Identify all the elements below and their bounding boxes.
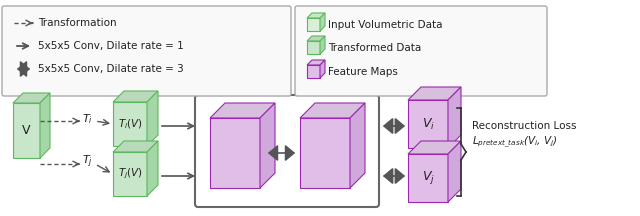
Text: Input Volumetric Data: Input Volumetric Data bbox=[328, 20, 442, 30]
Polygon shape bbox=[113, 91, 158, 102]
FancyBboxPatch shape bbox=[295, 6, 547, 96]
Text: Transformation: Transformation bbox=[38, 18, 116, 28]
Polygon shape bbox=[320, 36, 325, 54]
Polygon shape bbox=[448, 87, 461, 148]
Text: 5x5x5 Conv, Dilate rate = 1: 5x5x5 Conv, Dilate rate = 1 bbox=[38, 41, 184, 51]
Text: Transformed Data: Transformed Data bbox=[328, 43, 421, 53]
FancyArrowPatch shape bbox=[384, 169, 404, 183]
Text: $T_i(V)$: $T_i(V)$ bbox=[118, 117, 143, 131]
Polygon shape bbox=[13, 103, 40, 158]
Text: $T_j(V)$: $T_j(V)$ bbox=[118, 167, 143, 181]
Text: $V_i$: $V_i$ bbox=[422, 116, 435, 132]
Polygon shape bbox=[300, 103, 365, 118]
FancyBboxPatch shape bbox=[2, 6, 291, 96]
Polygon shape bbox=[307, 41, 320, 54]
Polygon shape bbox=[300, 118, 350, 188]
Polygon shape bbox=[408, 154, 448, 202]
Polygon shape bbox=[40, 93, 50, 158]
Polygon shape bbox=[113, 152, 147, 196]
Polygon shape bbox=[147, 91, 158, 146]
Polygon shape bbox=[307, 13, 325, 18]
Polygon shape bbox=[448, 141, 461, 202]
Polygon shape bbox=[13, 93, 50, 103]
Polygon shape bbox=[320, 13, 325, 31]
Polygon shape bbox=[307, 18, 320, 31]
Polygon shape bbox=[113, 141, 158, 152]
Text: 5x5x5 Conv, Dilate rate = 3: 5x5x5 Conv, Dilate rate = 3 bbox=[38, 64, 184, 74]
Polygon shape bbox=[408, 141, 461, 154]
Polygon shape bbox=[210, 118, 260, 188]
Text: $T_i$: $T_i$ bbox=[82, 112, 93, 126]
Polygon shape bbox=[320, 60, 325, 78]
Polygon shape bbox=[113, 102, 147, 146]
Text: $L_{pretext\_task}$($V_i$, $V_j$): $L_{pretext\_task}$($V_i$, $V_j$) bbox=[472, 134, 558, 150]
Text: Reconstruction Loss: Reconstruction Loss bbox=[472, 121, 577, 131]
FancyArrowPatch shape bbox=[18, 62, 29, 76]
Text: Feature Maps: Feature Maps bbox=[328, 67, 398, 77]
Polygon shape bbox=[408, 100, 448, 148]
FancyArrowPatch shape bbox=[384, 119, 404, 133]
Polygon shape bbox=[408, 87, 461, 100]
Polygon shape bbox=[307, 60, 325, 65]
Text: $V_j$: $V_j$ bbox=[422, 170, 435, 186]
Polygon shape bbox=[260, 103, 275, 188]
FancyBboxPatch shape bbox=[195, 95, 379, 207]
Polygon shape bbox=[147, 141, 158, 196]
Polygon shape bbox=[307, 65, 320, 78]
Polygon shape bbox=[307, 36, 325, 41]
Polygon shape bbox=[350, 103, 365, 188]
FancyArrowPatch shape bbox=[269, 146, 294, 160]
Polygon shape bbox=[210, 103, 275, 118]
Text: $T_j$: $T_j$ bbox=[82, 154, 93, 170]
Text: V: V bbox=[22, 124, 30, 138]
